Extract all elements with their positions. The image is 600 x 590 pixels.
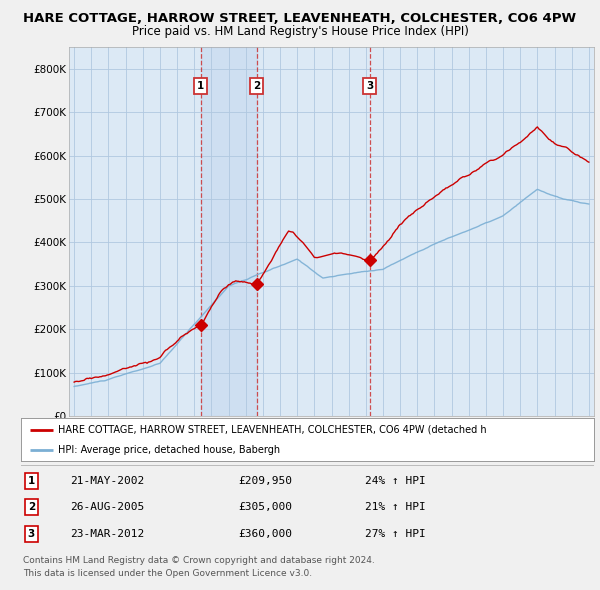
Text: £305,000: £305,000 xyxy=(239,503,293,512)
Text: £209,950: £209,950 xyxy=(239,476,293,486)
Text: 23-MAR-2012: 23-MAR-2012 xyxy=(70,529,144,539)
Text: 3: 3 xyxy=(28,529,35,539)
Text: Price paid vs. HM Land Registry's House Price Index (HPI): Price paid vs. HM Land Registry's House … xyxy=(131,25,469,38)
Text: HARE COTTAGE, HARROW STREET, LEAVENHEATH, COLCHESTER, CO6 4PW: HARE COTTAGE, HARROW STREET, LEAVENHEATH… xyxy=(23,12,577,25)
Text: 2: 2 xyxy=(253,81,260,91)
Text: 21-MAY-2002: 21-MAY-2002 xyxy=(70,476,144,486)
Text: 1: 1 xyxy=(28,476,35,486)
Bar xyxy=(201,47,257,416)
Text: 2: 2 xyxy=(28,503,35,512)
Text: £360,000: £360,000 xyxy=(239,529,293,539)
Text: 21% ↑ HPI: 21% ↑ HPI xyxy=(365,503,425,512)
Text: HPI: Average price, detached house, Babergh: HPI: Average price, detached house, Babe… xyxy=(58,445,280,455)
Text: HARE COTTAGE, HARROW STREET, LEAVENHEATH, COLCHESTER, CO6 4PW (detached h: HARE COTTAGE, HARROW STREET, LEAVENHEATH… xyxy=(58,425,487,435)
Text: 26-AUG-2005: 26-AUG-2005 xyxy=(70,503,144,512)
Text: Contains HM Land Registry data © Crown copyright and database right 2024.: Contains HM Land Registry data © Crown c… xyxy=(23,556,374,565)
Text: 27% ↑ HPI: 27% ↑ HPI xyxy=(365,529,425,539)
Text: 3: 3 xyxy=(366,81,373,91)
Text: This data is licensed under the Open Government Licence v3.0.: This data is licensed under the Open Gov… xyxy=(23,569,312,578)
Text: 1: 1 xyxy=(197,81,205,91)
Text: 24% ↑ HPI: 24% ↑ HPI xyxy=(365,476,425,486)
